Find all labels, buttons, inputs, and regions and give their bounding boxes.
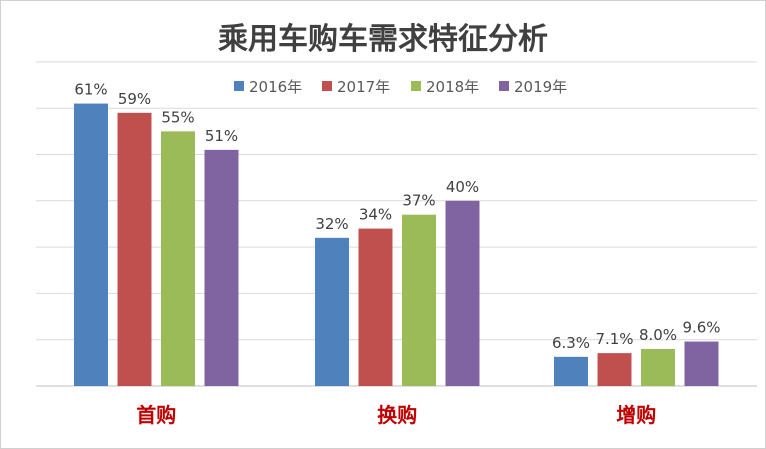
data-label: 6.3% bbox=[552, 334, 590, 352]
bar-首购-2016年 bbox=[74, 103, 108, 386]
legend: 2016年 2017年 2018年 2019年 bbox=[234, 78, 567, 96]
gridlines bbox=[36, 61, 757, 387]
data-label: 32% bbox=[315, 215, 348, 233]
legend-label: 2016年 bbox=[249, 78, 302, 96]
data-label: 51% bbox=[205, 127, 238, 145]
bars bbox=[74, 103, 719, 386]
bar-首购-2017年 bbox=[117, 112, 152, 386]
data-label: 59% bbox=[118, 90, 151, 108]
data-label: 34% bbox=[359, 206, 392, 224]
legend-swatch bbox=[499, 81, 509, 91]
category-label: 首购 bbox=[136, 403, 176, 427]
legend-swatch bbox=[234, 81, 244, 91]
data-label: 37% bbox=[402, 192, 435, 210]
category-label: 换购 bbox=[377, 403, 417, 427]
bar-换购-2018年 bbox=[402, 214, 436, 386]
data-label: 7.1% bbox=[595, 330, 633, 348]
legend-label: 2019年 bbox=[514, 78, 567, 96]
bar-增购-2017年 bbox=[597, 353, 632, 386]
data-label: 55% bbox=[161, 108, 194, 126]
data-label: 40% bbox=[446, 178, 479, 196]
legend-swatch bbox=[322, 81, 332, 91]
bar-换购-2019年 bbox=[445, 200, 480, 386]
data-label: 8.0% bbox=[639, 326, 677, 344]
data-label: 9.6% bbox=[682, 319, 720, 337]
bar-首购-2018年 bbox=[161, 131, 195, 386]
bar-增购-2016年 bbox=[554, 356, 588, 386]
bar-增购-2019年 bbox=[684, 341, 719, 386]
category-label: 增购 bbox=[616, 403, 656, 427]
legend-swatch bbox=[411, 81, 421, 91]
bar-换购-2017年 bbox=[358, 228, 393, 386]
category-labels: 首购 换购 增购 bbox=[136, 403, 656, 427]
data-label: 61% bbox=[74, 81, 107, 99]
bar-增购-2018年 bbox=[641, 348, 675, 386]
data-labels: 61% 59% 55% 51% 32% 34% 37% 40% 6.3% 7.1% 8.0% 9.6% bbox=[74, 81, 720, 352]
legend-label: 2018年 bbox=[426, 78, 479, 96]
chart-title: 乘用车购车需求特征分析 bbox=[218, 22, 548, 57]
bar-换购-2016年 bbox=[315, 237, 349, 386]
bar-首购-2019年 bbox=[204, 149, 239, 386]
legend-label: 2017年 bbox=[337, 78, 390, 96]
